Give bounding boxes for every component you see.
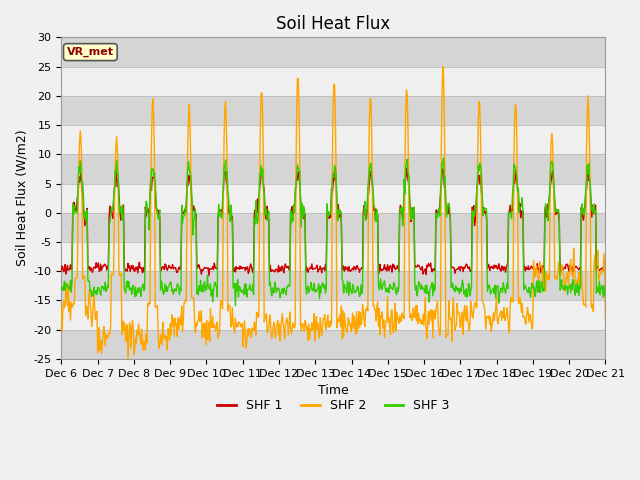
Y-axis label: Soil Heat Flux (W/m2): Soil Heat Flux (W/m2) — [15, 130, 28, 266]
Bar — [61, 125, 605, 154]
Bar — [61, 183, 605, 213]
Bar — [61, 330, 605, 359]
Bar — [61, 213, 605, 242]
Bar — [61, 300, 605, 330]
Text: VR_met: VR_met — [67, 47, 114, 57]
Bar — [61, 67, 605, 96]
Bar — [61, 154, 605, 183]
Bar — [61, 96, 605, 125]
Bar — [61, 37, 605, 67]
Legend: SHF 1, SHF 2, SHF 3: SHF 1, SHF 2, SHF 3 — [212, 394, 455, 417]
Bar — [61, 242, 605, 271]
Title: Soil Heat Flux: Soil Heat Flux — [276, 15, 390, 33]
Bar — [61, 271, 605, 300]
X-axis label: Time: Time — [318, 384, 349, 397]
